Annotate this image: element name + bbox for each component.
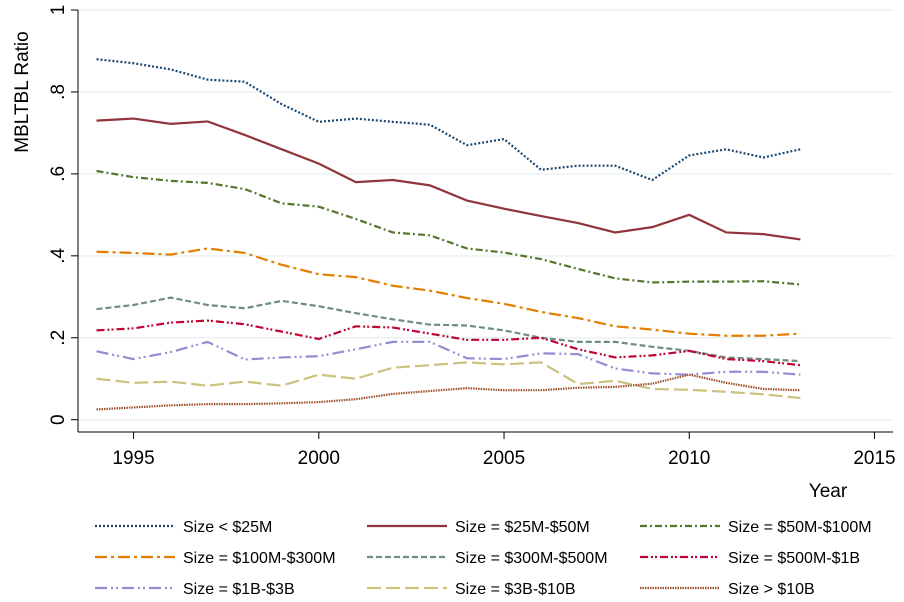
legend-label: Size = $50M-$100M	[728, 519, 872, 536]
series-line	[96, 373, 801, 411]
y-tick-label: 1	[48, 5, 69, 16]
x-axis-title: Year	[809, 481, 848, 502]
y-tick-label: .6	[48, 166, 69, 182]
y-tick-label: 0	[48, 414, 69, 425]
legend-label: Size = $300M-$500M	[455, 550, 608, 567]
x-tick-label: 2010	[668, 448, 710, 469]
legend-label: Size < $25M	[183, 519, 272, 536]
legend-label: Size = $500M-$1B	[728, 550, 860, 567]
series-line	[96, 247, 801, 337]
series-line	[96, 169, 801, 286]
legend-label: Size = $1B-$3B	[183, 581, 295, 598]
legend-label: Size = $25M-$50M	[455, 519, 590, 536]
series-line	[96, 117, 801, 241]
series-line	[96, 340, 801, 376]
series-line	[96, 58, 801, 182]
x-tick-label: 2000	[298, 448, 340, 469]
y-tick-label: .4	[48, 247, 69, 263]
series-line	[96, 361, 801, 400]
x-tick-label: 2015	[853, 448, 895, 469]
y-axis-title: MBLTBL Ratio	[12, 31, 33, 152]
x-tick-label: 2005	[483, 448, 525, 469]
legend-label: Size = $100M-$300M	[183, 550, 336, 567]
x-tick-label: 1995	[112, 448, 154, 469]
series-line	[96, 296, 801, 363]
y-tick-label: .2	[48, 330, 69, 346]
legend-label: Size > $10B	[728, 581, 815, 598]
y-tick-label: .8	[48, 84, 69, 100]
legend-label: Size = $3B-$10B	[455, 581, 576, 598]
